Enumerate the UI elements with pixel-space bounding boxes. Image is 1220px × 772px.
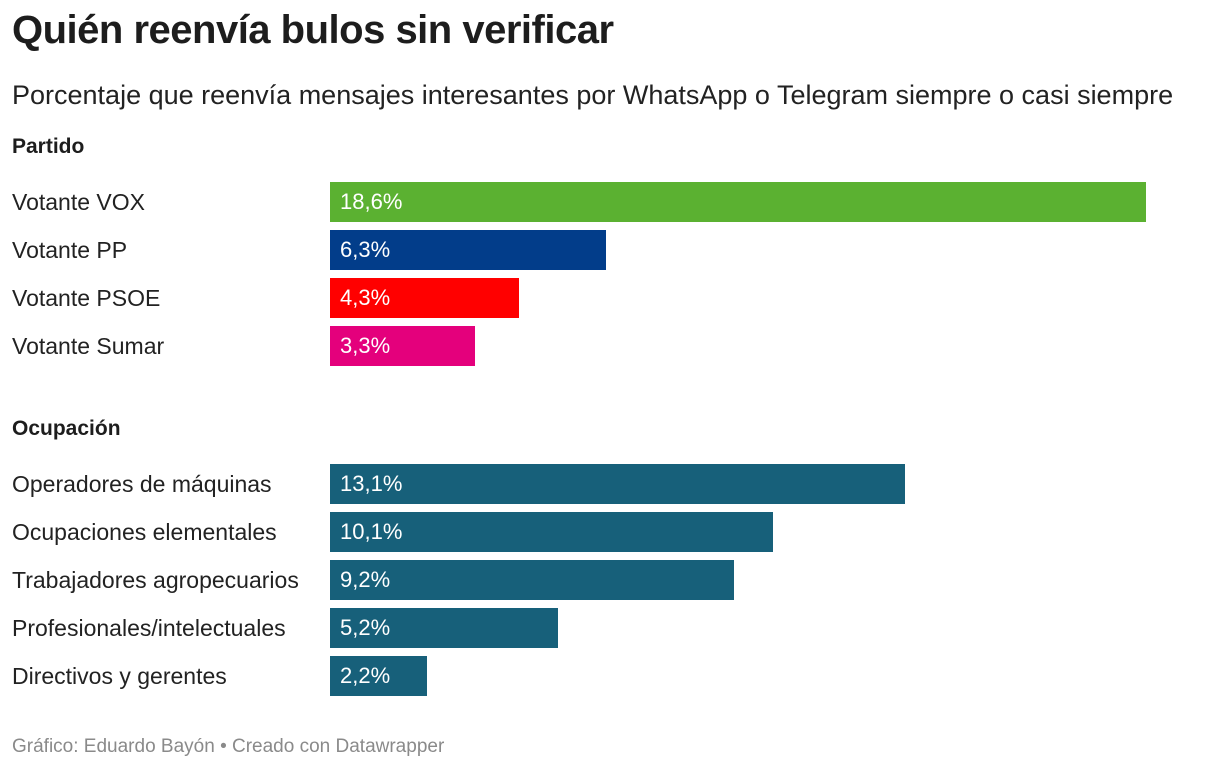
bar: 2,2%: [330, 656, 427, 696]
category-label: Directivos y gerentes: [12, 663, 227, 689]
chart-subtitle: Porcentaje que reenvía mensajes interesa…: [12, 80, 1174, 110]
category-label: Votante VOX: [12, 189, 145, 215]
category-label: Profesionales/intelectuales: [12, 615, 286, 641]
bar: 4,3%: [330, 278, 519, 318]
category-label: Votante PSOE: [12, 285, 161, 311]
bar: 3,3%: [330, 326, 475, 366]
bar: 5,2%: [330, 608, 558, 648]
bar: 18,6%: [330, 182, 1146, 222]
category-label: Votante Sumar: [12, 333, 165, 359]
chart-title: Quién reenvía bulos sin verificar: [12, 8, 614, 52]
bar-value-label: 13,1%: [340, 471, 403, 496]
bar-value-label: 6,3%: [340, 237, 391, 262]
category-label: Ocupaciones elementales: [12, 519, 277, 545]
group-title: Partido: [12, 135, 85, 158]
bar-value-label: 9,2%: [340, 567, 391, 592]
bar-value-label: 2,2%: [340, 663, 391, 688]
bar: 6,3%: [330, 230, 606, 270]
bar: 10,1%: [330, 512, 773, 552]
group-title: Ocupación: [12, 417, 121, 440]
bar: 9,2%: [330, 560, 734, 600]
category-label: Trabajadores agropecuarios: [12, 567, 299, 593]
bar-value-label: 4,3%: [340, 285, 391, 310]
category-label: Operadores de máquinas: [12, 471, 272, 497]
bar-value-label: 18,6%: [340, 189, 403, 214]
category-label: Votante PP: [12, 237, 128, 263]
bar: 13,1%: [330, 464, 905, 504]
bar-value-label: 5,2%: [340, 615, 391, 640]
chart-footer: Gráfico: Eduardo Bayón • Creado con Data…: [12, 736, 445, 757]
bar-value-label: 10,1%: [340, 519, 403, 544]
bar-value-label: 3,3%: [340, 333, 391, 358]
